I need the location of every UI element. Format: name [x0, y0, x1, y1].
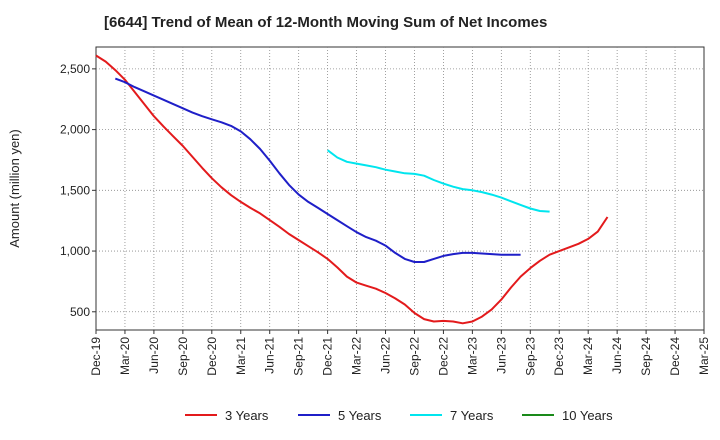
- y-tick-label: 1,000: [60, 244, 90, 258]
- x-tick-label: Jun-24: [610, 337, 624, 374]
- x-tick-label: Dec-21: [321, 337, 335, 376]
- series-line-7-years: [326, 149, 550, 213]
- y-tick-label: 500: [70, 305, 90, 319]
- chart-title: [6644] Trend of Mean of 12-Month Moving …: [104, 14, 548, 31]
- x-tick-label: Dec-23: [552, 337, 566, 376]
- legend: 3 Years 5 Years 7 Years 10 Years: [185, 408, 613, 423]
- x-tick-label: Sep-21: [292, 337, 306, 376]
- x-tick-label: Mar-21: [234, 337, 248, 375]
- x-tick-label: Dec-20: [205, 337, 219, 376]
- y-axis-title: Amount (million yen): [7, 129, 22, 248]
- x-tick-label: Sep-24: [639, 337, 653, 376]
- x-tick-label: Sep-23: [523, 337, 537, 376]
- x-tick-label: Jun-20: [147, 337, 161, 374]
- y-tick-label: 1,500: [60, 183, 90, 197]
- x-tick-label: Mar-24: [581, 337, 595, 375]
- plot-frame: [95, 46, 705, 331]
- x-tick-label: Sep-22: [407, 337, 421, 376]
- x-tick-label: Jun-23: [494, 337, 508, 374]
- x-tick-label: Jun-21: [263, 337, 277, 374]
- x-tick-label: Mar-20: [118, 337, 132, 375]
- axis-layer: 500 1,000 1,500 2,000 2,500 Dec-19 Mar-20 Jun-2…: [7, 62, 711, 376]
- series-line-3-years: [95, 54, 609, 325]
- x-tick-label: Dec-24: [668, 337, 682, 376]
- x-tick-label: Sep-20: [176, 337, 190, 376]
- x-tick-label: Dec-22: [436, 337, 450, 376]
- y-tick-label: 2,500: [60, 62, 90, 76]
- y-tick-label: 2,000: [60, 123, 90, 137]
- x-tick-label: Mar-25: [697, 337, 711, 375]
- series-layer: [95, 54, 609, 325]
- legend-label-10-years: 10 Years: [562, 408, 613, 423]
- x-tick-label: Mar-22: [350, 337, 364, 375]
- legend-label-3-years: 3 Years: [225, 408, 269, 423]
- x-tick-label: Dec-19: [89, 337, 103, 376]
- legend-label-5-years: 5 Years: [338, 408, 382, 423]
- legend-label-7-years: 7 Years: [450, 408, 494, 423]
- x-tick-label: Jun-22: [379, 337, 393, 374]
- plot-area: [95, 46, 705, 331]
- series-line-5-years: [114, 77, 521, 263]
- grid-layer: [96, 47, 704, 330]
- x-tick-label: Mar-23: [465, 337, 479, 375]
